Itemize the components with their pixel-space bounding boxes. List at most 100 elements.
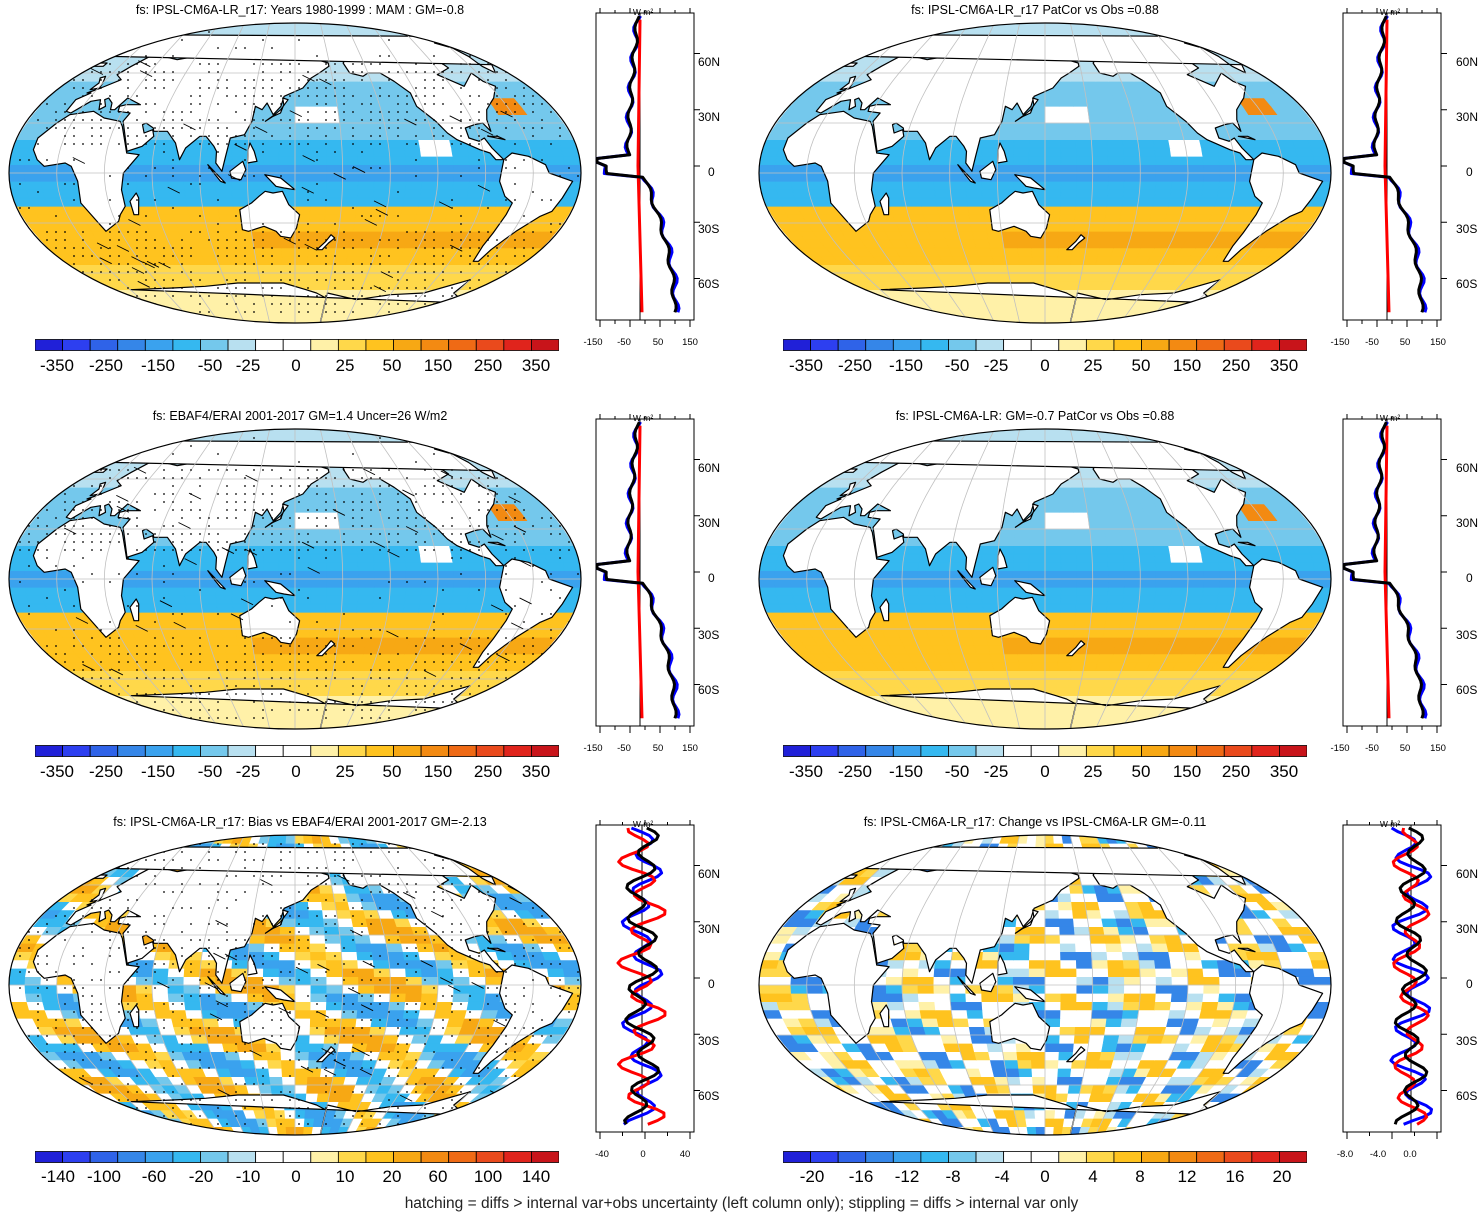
field-cell: [383, 620, 402, 630]
field-cell: [326, 578, 343, 588]
stipple-dot: [514, 167, 516, 169]
hatch-stroke: [404, 118, 417, 126]
field-cell: [385, 131, 404, 140]
field-cell: [389, 562, 407, 571]
field-cell: [354, 528, 372, 538]
field-cell: [1006, 264, 1022, 274]
stipple-dot: [451, 231, 453, 233]
stipple-dot: [424, 87, 426, 89]
stipple-dot: [235, 279, 237, 281]
field-cell: [420, 23, 442, 32]
stipple-dot: [514, 143, 516, 145]
field-cell: [420, 156, 439, 165]
field-cell: [982, 197, 1000, 207]
stipple-dot: [325, 247, 327, 249]
stipple-dot: [127, 311, 129, 313]
field-cell: [325, 545, 343, 555]
field-cell: [420, 720, 442, 729]
field-cell: [1154, 147, 1172, 157]
stipple-dot: [415, 119, 417, 121]
field-cell: [24, 570, 42, 580]
field-cell: [135, 164, 153, 174]
field-cell: [1155, 172, 1173, 182]
stipple-dot: [298, 279, 300, 281]
stipple-dot: [199, 279, 201, 281]
field-cell: [325, 197, 343, 207]
field-cell: [950, 189, 968, 199]
field-cell: [1168, 139, 1187, 149]
field-cell: [982, 139, 1000, 149]
stipple-dot: [379, 55, 381, 57]
stipple-dot: [325, 263, 327, 265]
stipple-dot: [19, 111, 21, 113]
field-cell: [268, 662, 283, 671]
field-cell: [183, 156, 201, 165]
stipple-dot: [172, 311, 174, 313]
stipple-dot: [433, 127, 435, 129]
stipple-dot: [100, 47, 102, 49]
stipple-dot: [523, 103, 525, 105]
field-cell: [25, 587, 43, 596]
stipple-dot: [82, 287, 84, 289]
field-cell: [310, 578, 328, 588]
stipple-dot: [163, 151, 165, 153]
stipple-dot: [352, 207, 354, 209]
stipple-dot: [388, 271, 390, 273]
stipple-dot: [91, 119, 93, 121]
stipple-dot: [343, 311, 345, 313]
stipple-dot: [568, 79, 570, 81]
stipple-dot: [487, 103, 489, 105]
field-cell: [1074, 122, 1091, 132]
stipple-dot: [478, 127, 480, 129]
field-cell: [351, 512, 369, 521]
field-cell: [1075, 147, 1093, 157]
field-cell: [357, 595, 375, 605]
stipple-dot: [487, 39, 489, 41]
field-cell: [482, 189, 501, 199]
stipple-dot: [451, 199, 453, 201]
field-cell: [452, 181, 470, 190]
colorbar-swatch: [1113, 339, 1142, 351]
colorbar-label: 350: [521, 356, 551, 375]
stipple-dot: [397, 119, 399, 121]
stipple-dot: [541, 87, 543, 89]
field-cell: [437, 570, 455, 580]
stipple-dot: [82, 239, 84, 241]
colorbar-swatch: [1196, 339, 1225, 351]
stipple-dot: [163, 119, 165, 121]
stipple-dot: [253, 111, 255, 113]
field-cell: [389, 156, 407, 165]
colorbar-swatch: [420, 339, 450, 351]
stipple-dot: [532, 127, 534, 129]
field-cell: [1028, 164, 1046, 174]
stipple-dot: [154, 239, 156, 241]
stipple-dot: [298, 239, 300, 241]
field-cell: [412, 23, 432, 32]
stipple-dot: [55, 127, 57, 129]
field-cell: [470, 695, 494, 705]
stipple-dot: [127, 271, 129, 273]
stipple-dot: [289, 303, 291, 305]
field-cell: [950, 197, 969, 207]
stipple-dot: [568, 271, 570, 273]
stipple-dot: [406, 287, 408, 289]
field-cell: [373, 156, 391, 165]
field-cell: [529, 553, 548, 563]
field-cell: [294, 570, 312, 580]
map-title: fs: EBAF4/ERAI 2001-2017 GM=1.4 Uncer=26…: [152, 409, 448, 423]
field-cell: [248, 537, 265, 546]
stipple-dot: [226, 135, 228, 137]
field-cell: [1216, 189, 1235, 199]
field-cell: [335, 97, 352, 107]
stipple-dot: [460, 127, 462, 129]
stipple-dot: [253, 103, 255, 105]
field-cell: [309, 612, 327, 621]
field-cell: [416, 206, 435, 215]
stipple-dot: [280, 311, 282, 313]
stipple-dot: [109, 175, 111, 177]
field-cell: [342, 562, 359, 571]
stipple-dot: [73, 255, 75, 257]
field-cell: [310, 147, 327, 157]
stipple-dot: [325, 111, 327, 113]
colorbar-swatch: [837, 339, 867, 351]
